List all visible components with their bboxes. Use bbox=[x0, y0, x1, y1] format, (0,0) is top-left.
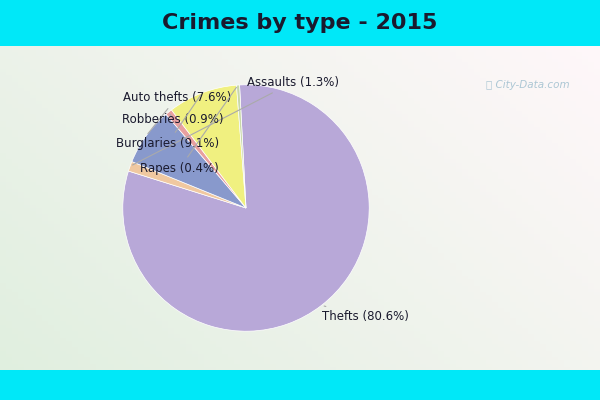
Text: Assaults (1.3%): Assaults (1.3%) bbox=[133, 76, 339, 165]
Text: ⓘ City-Data.com: ⓘ City-Data.com bbox=[486, 80, 570, 90]
Text: Crimes by type - 2015: Crimes by type - 2015 bbox=[163, 13, 437, 33]
Text: Auto thefts (7.6%): Auto thefts (7.6%) bbox=[123, 91, 231, 134]
Text: Thefts (80.6%): Thefts (80.6%) bbox=[322, 306, 409, 323]
Wedge shape bbox=[166, 110, 246, 208]
Wedge shape bbox=[128, 162, 246, 208]
Text: Robberies (0.9%): Robberies (0.9%) bbox=[122, 113, 224, 126]
Wedge shape bbox=[123, 85, 369, 331]
Wedge shape bbox=[172, 85, 246, 208]
Wedge shape bbox=[236, 85, 246, 208]
Text: Burglaries (9.1%): Burglaries (9.1%) bbox=[116, 95, 219, 150]
Text: Rapes (0.4%): Rapes (0.4%) bbox=[140, 87, 236, 175]
Wedge shape bbox=[132, 114, 246, 208]
